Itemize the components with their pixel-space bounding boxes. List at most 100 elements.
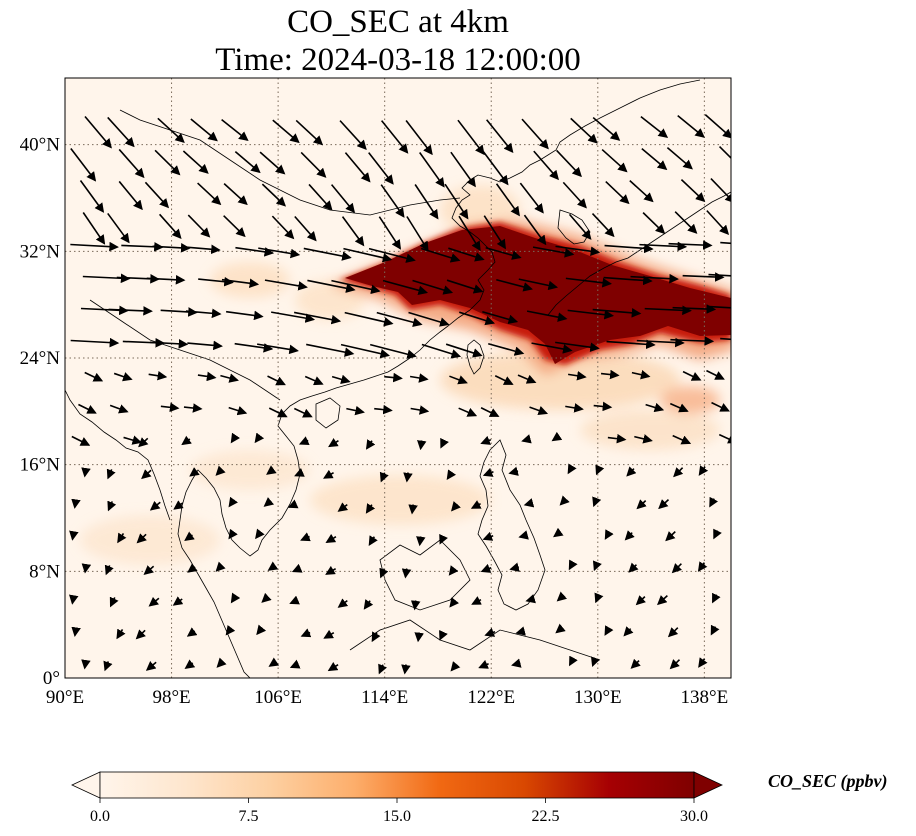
wind-arrow [103, 660, 113, 672]
wind-arrow [197, 182, 222, 206]
wind-arrow [601, 148, 628, 173]
wind-arrow [567, 309, 614, 320]
wind-arrow [485, 246, 522, 260]
co-plume [330, 220, 731, 375]
wind-arrow [636, 337, 685, 348]
wind-arrow [532, 246, 575, 258]
wind-arrow [346, 405, 365, 416]
wind-arrow [706, 369, 725, 380]
wind-arrow [511, 658, 522, 668]
wind-arrow [515, 626, 526, 636]
wind-arrow [181, 435, 192, 446]
wind-arrow [417, 440, 427, 451]
wind-arrow [658, 499, 670, 510]
wind-arrow [369, 343, 417, 359]
wind-arrow [635, 595, 647, 606]
wind-arrow [378, 663, 388, 675]
wind-arrow [509, 562, 520, 572]
wind-arrow [215, 561, 226, 572]
wind-arrow [325, 565, 337, 575]
wind-arrow [628, 562, 639, 573]
wind-arrow [118, 180, 143, 211]
wind-arrow [471, 596, 482, 605]
wind-arrow [264, 279, 308, 291]
wind-arrow [221, 278, 260, 289]
wind-arrow [331, 374, 351, 384]
wind-arrow [368, 152, 394, 185]
wind-arrow [607, 433, 627, 444]
wind-arrow [720, 241, 731, 245]
wind-arrow [697, 561, 708, 572]
wind-arrow [565, 277, 612, 288]
wind-arrow [379, 471, 389, 483]
x-tick-label: 106°E [254, 687, 302, 708]
wind-arrow [449, 375, 468, 385]
wind-arrow [152, 243, 191, 253]
wind-arrow [604, 243, 654, 254]
wind-arrow [409, 373, 429, 383]
wind-arrow [220, 373, 239, 383]
wind-arrow [344, 311, 394, 327]
wind-arrow [480, 435, 492, 445]
wind-arrow [258, 247, 301, 259]
wind-arrow [148, 370, 168, 381]
wind-arrow [450, 661, 461, 672]
wind-arrow [337, 598, 349, 608]
wind-arrow [365, 439, 376, 450]
wind-arrow [384, 372, 403, 383]
wind-arrow [81, 563, 92, 574]
wind-arrow [81, 467, 91, 478]
y-tick-label: 40°N [20, 135, 61, 156]
wind-arrow [294, 215, 317, 242]
wind-arrow [410, 600, 421, 611]
wind-arrow [307, 279, 356, 293]
wind-arrow [458, 407, 478, 417]
wind-arrow [331, 279, 381, 295]
wind-arrow [215, 465, 226, 476]
wind-arrow [365, 503, 376, 514]
wind-arrow [486, 119, 514, 154]
wind-arrow [216, 657, 227, 668]
wind-arrow [186, 627, 198, 637]
x-tick-label: 98°E [152, 687, 190, 708]
x-axis-ticks: 90°E 98°E 106°E 114°E 122°E 130°E 138°E [46, 687, 728, 708]
wind-vectors [69, 114, 731, 675]
wind-arrow [82, 212, 106, 245]
wind-arrow [480, 407, 500, 417]
wind-arrow [343, 247, 393, 263]
wind-arrow [470, 500, 482, 509]
wind-arrow [173, 500, 184, 510]
wind-arrow [300, 628, 312, 638]
wind-arrow [293, 311, 342, 325]
wind-arrow [450, 501, 461, 512]
wind-arrow [551, 431, 563, 442]
wind-arrow [712, 592, 721, 604]
y-tick-label: 8°N [29, 561, 60, 582]
wind-arrow [298, 436, 310, 446]
wind-arrow [665, 531, 676, 542]
wind-arrow [189, 467, 200, 477]
colorbar-tick-label: 30.0 [680, 808, 708, 825]
map-title: CO_SEC at 4km [287, 4, 509, 40]
wind-arrow [221, 119, 249, 142]
wind-arrow [525, 594, 536, 604]
wind-arrow [672, 304, 717, 314]
wind-arrow [570, 117, 598, 144]
wind-arrow [592, 116, 621, 141]
wind-arrow [255, 528, 265, 540]
wind-arrow [71, 435, 91, 446]
wind-arrow [495, 183, 520, 217]
wind-arrow [185, 244, 221, 255]
wind-arrow [592, 308, 642, 318]
wind-arrow [109, 596, 119, 608]
wind-arrow [71, 626, 81, 637]
wind-arrow [600, 369, 620, 380]
wind-arrow [187, 340, 223, 351]
wind-arrow [198, 276, 234, 287]
y-axis-ticks: 0° 8°N 16°N 24°N 32°N 40°N [20, 135, 61, 689]
wind-arrow [642, 212, 666, 235]
wind-arrow [496, 278, 533, 292]
map-subtitle-time: Time: 2024-03-18 12:00:00 [215, 42, 581, 78]
wind-arrow [523, 214, 547, 246]
wind-arrow [704, 114, 731, 139]
